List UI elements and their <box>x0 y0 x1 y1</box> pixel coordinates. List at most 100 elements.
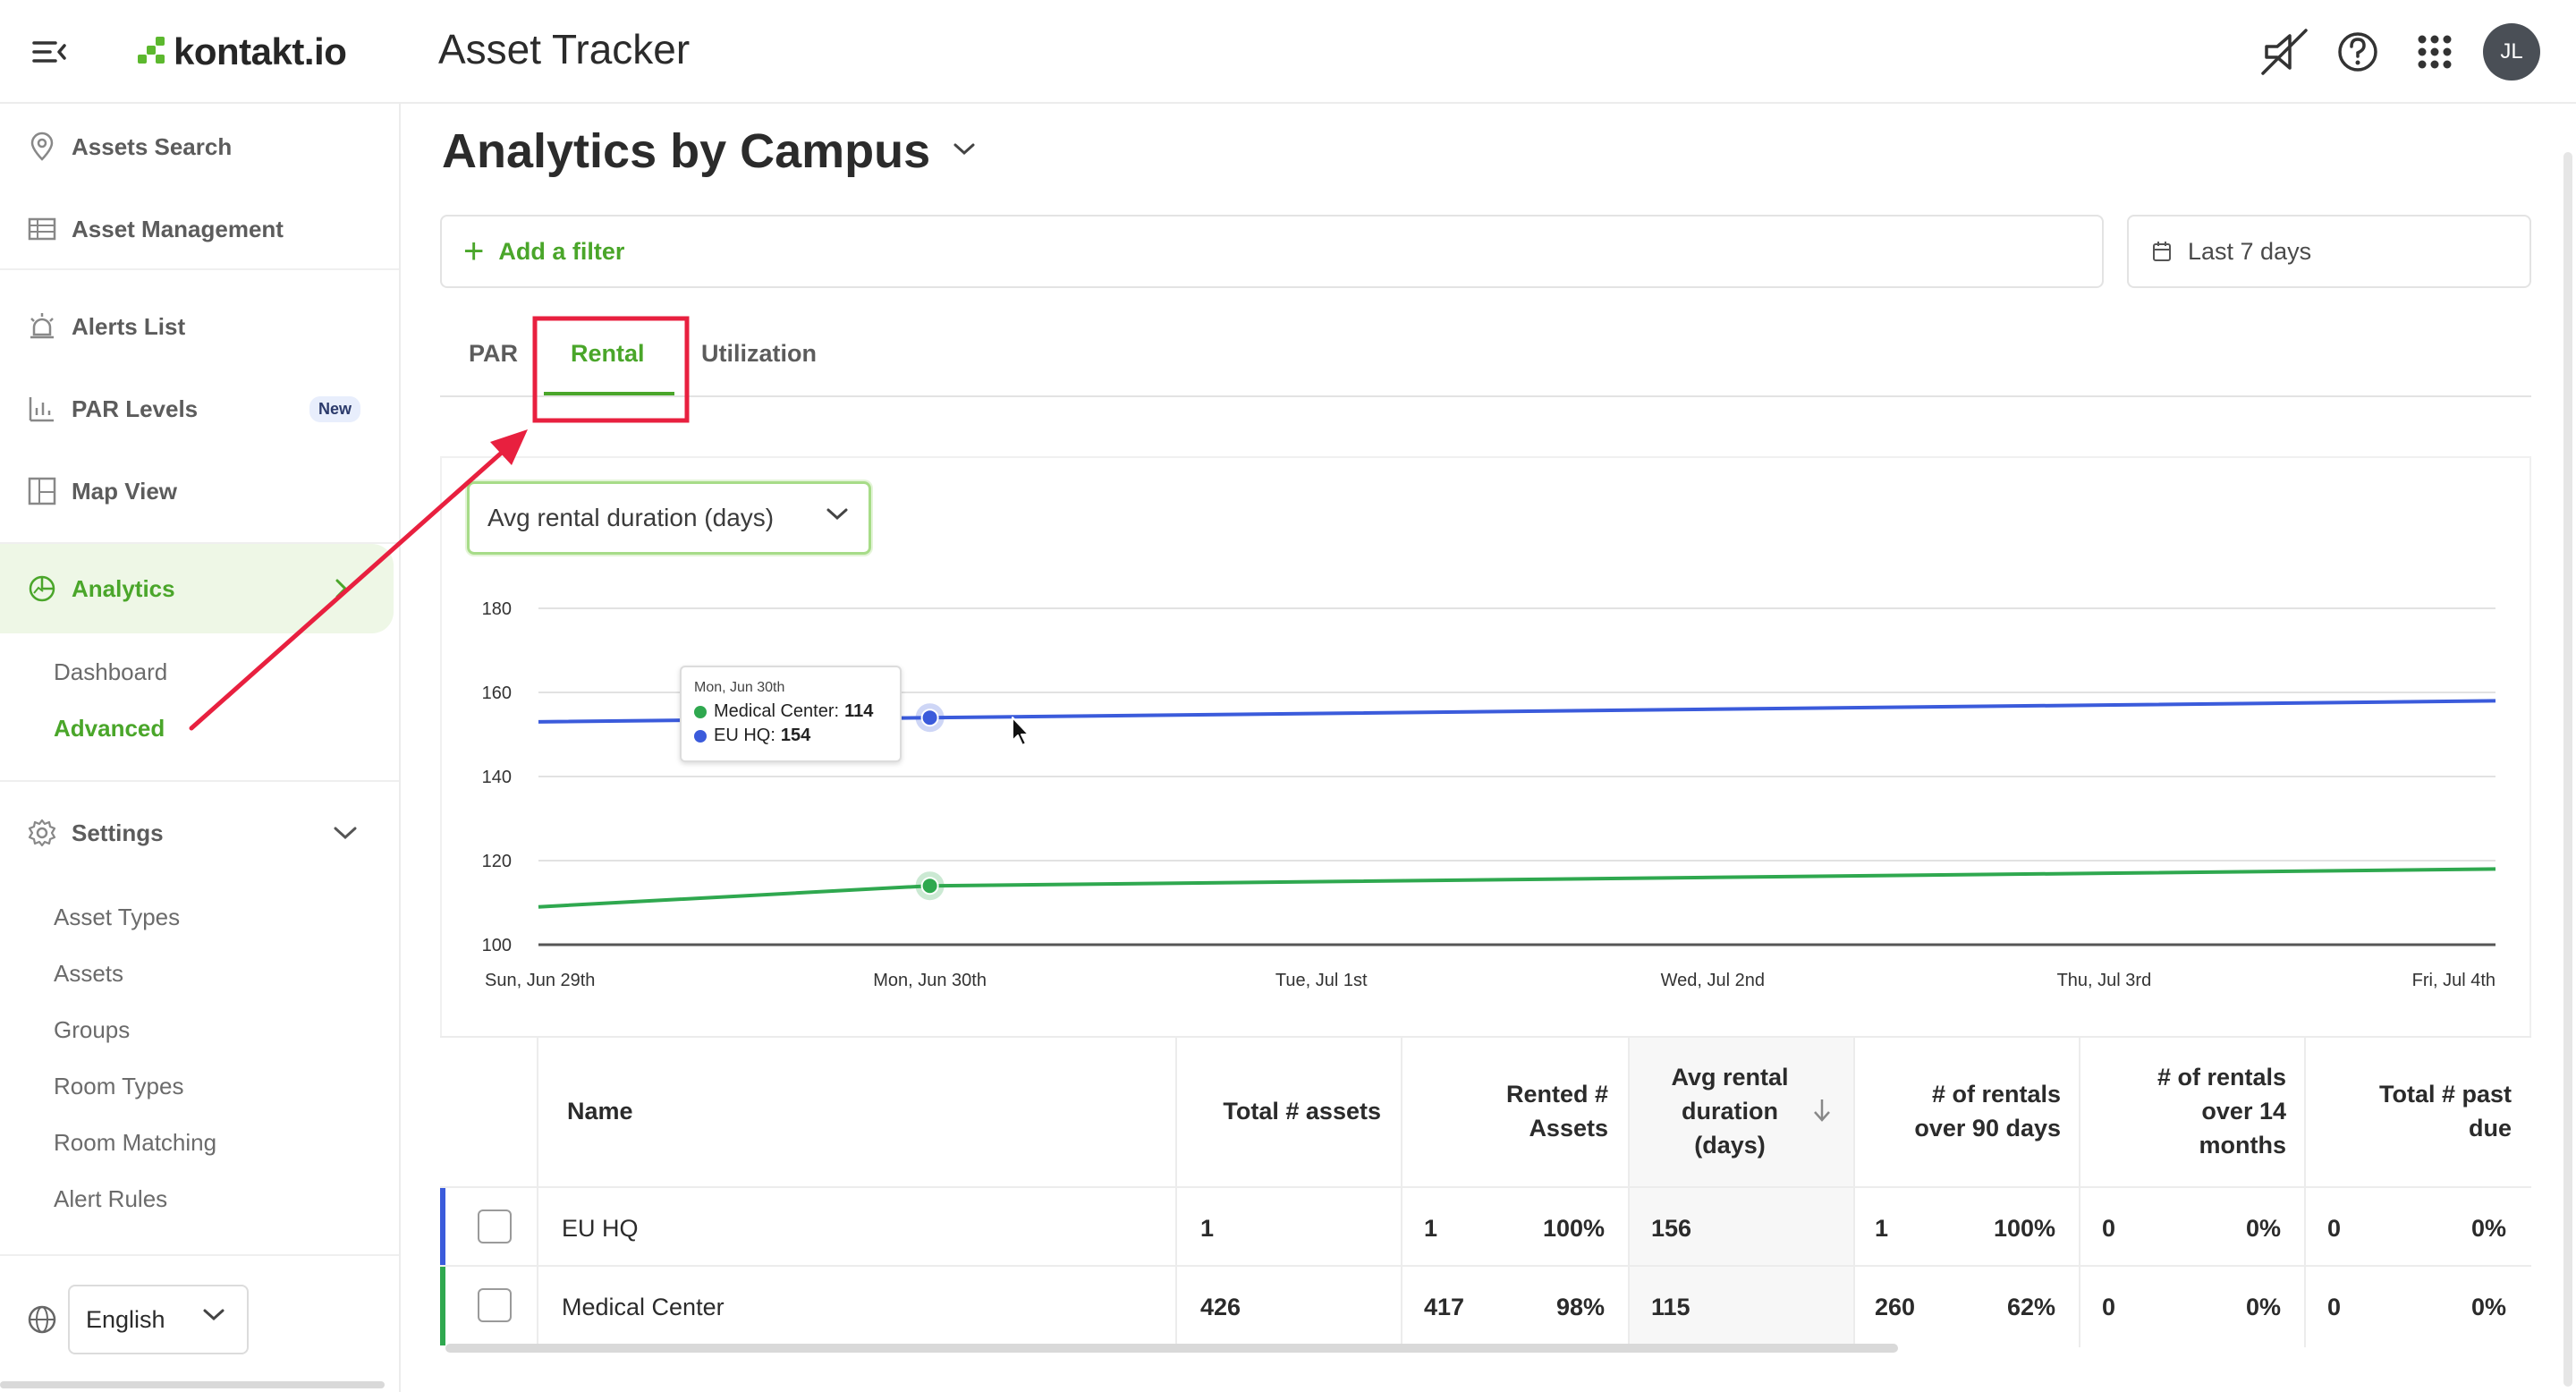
map-layout-icon <box>28 477 56 505</box>
data-table: Name Total # assets Rented # Assets Avg r… <box>440 1036 2531 1347</box>
column-divider <box>1628 1038 1630 1347</box>
add-filter-label: Add a filter <box>498 237 625 265</box>
sidebar-item-label: Analytics <box>72 574 175 602</box>
x-tick-label: Tue, Jul 1st <box>1275 971 1368 990</box>
table-horizontal-scrollbar[interactable] <box>445 1344 1898 1353</box>
sidebar-subitem-asset-types[interactable]: Asset Types <box>54 904 181 930</box>
metric-select-value: Avg rental duration (days) <box>487 504 775 531</box>
tooltip-series-value: 154 <box>780 726 811 745</box>
sidebar-item-settings[interactable]: Settings <box>0 792 394 874</box>
cell-rented: 417 <box>1424 1294 1465 1320</box>
cell-pastdue: 0 <box>2327 1294 2342 1320</box>
column-divider <box>1853 1038 1855 1347</box>
alarm-icon <box>30 313 54 339</box>
tooltip-row: EU HQ:154 <box>694 726 887 746</box>
tooltip-row: Medical Center:114 <box>694 701 887 722</box>
tab-par[interactable]: PAR <box>469 340 519 367</box>
sidebar-subitem-dashboard[interactable]: Dashboard <box>54 658 168 685</box>
cell-pastdue: 0 <box>2327 1215 2342 1242</box>
sidebar-item-asset-management[interactable]: Asset Management <box>0 188 394 270</box>
cell-over14: 0 <box>2102 1294 2116 1320</box>
sidebar-scrollbar[interactable] <box>0 1381 385 1388</box>
column-header-rentals-over-14-months[interactable]: # of rentals over 14 months <box>2157 1064 2286 1159</box>
cell-rented-pct: 98% <box>1555 1294 1605 1320</box>
help-icon[interactable] <box>2329 23 2386 81</box>
data-point <box>920 709 939 727</box>
cell-over90-pct: 100% <box>1993 1215 2055 1242</box>
row-checkbox[interactable] <box>478 1210 512 1243</box>
column-header-avg-rental-duration[interactable]: Avg rental duration (days) <box>1628 1038 1853 1186</box>
column-divider <box>2304 1038 2306 1347</box>
table-row[interactable]: Medical Center 426 417 98% 115 260 62% 0… <box>440 1265 2531 1345</box>
menu-collapse-icon[interactable] <box>32 36 68 68</box>
y-tick-label: 120 <box>482 852 512 871</box>
tooltip-series-name: EU HQ <box>714 726 771 745</box>
cell-avg: 115 <box>1651 1294 1690 1320</box>
sidebar-item-map-view[interactable]: Map View <box>0 450 394 532</box>
row-checkbox[interactable] <box>478 1288 512 1322</box>
chart-tooltip: Mon, Jun 30th Medical Center:114 EU HQ:1… <box>680 666 902 762</box>
sidebar-item-alerts-list[interactable]: Alerts List <box>0 285 394 368</box>
cell-rented: 1 <box>1424 1215 1438 1242</box>
cell-over14-pct: 0% <box>2245 1294 2281 1320</box>
avatar[interactable]: JL <box>2483 23 2540 81</box>
cell-pastdue-pct: 0% <box>2470 1294 2506 1320</box>
tooltip-date: Mon, Jun 30th <box>694 680 785 695</box>
line-chart[interactable]: 100 120 140 160 180 Sun, Jun 29th Mon, Jun 30t… <box>440 573 2531 1002</box>
add-filter-button[interactable]: + Add a filter <box>440 215 2104 288</box>
column-header-total-assets[interactable]: Total # assets <box>1223 1098 1381 1125</box>
sidebar-subitem-advanced[interactable]: Advanced <box>54 715 165 742</box>
cell-over90-pct: 62% <box>2006 1294 2055 1320</box>
notifications-off-icon[interactable] <box>2256 23 2313 81</box>
cell-over14-pct: 0% <box>2245 1215 2281 1242</box>
chevron-down-icon <box>334 827 357 840</box>
logo[interactable]: kontakt.io <box>134 27 347 77</box>
globe-icon <box>27 1304 57 1339</box>
legend-dot <box>694 705 707 718</box>
sidebar-subitem-assets[interactable]: Assets <box>54 960 124 987</box>
sidebar-item-label: Map View <box>72 477 178 505</box>
column-header-name[interactable]: Name <box>567 1098 633 1125</box>
page-vertical-scrollbar[interactable] <box>2563 152 2572 1387</box>
sidebar-item-label: Asset Management <box>72 215 284 242</box>
date-range-picker[interactable]: Last 7 days <box>2127 215 2531 288</box>
app-grid-icon[interactable] <box>2406 23 2463 81</box>
cell-pastdue-pct: 0% <box>2470 1215 2506 1242</box>
x-tick-label: Thu, Jul 3rd <box>2057 971 2152 990</box>
column-divider <box>2079 1038 2080 1347</box>
bar-chart-icon <box>29 397 54 422</box>
sidebar-subitem-room-matching[interactable]: Room Matching <box>54 1129 217 1156</box>
x-tick-label: Mon, Jun 30th <box>873 971 987 990</box>
tab-rental[interactable]: Rental <box>571 340 645 367</box>
tooltip-series-name: Medical Center <box>714 701 835 721</box>
cell-over90: 1 <box>1875 1215 1889 1242</box>
tooltip-series-value: 114 <box>844 701 874 721</box>
sidebar-item-label: PAR Levels <box>72 395 199 422</box>
top-header: kontakt.io Asset Tracker JL <box>0 0 2576 104</box>
tab-utilization[interactable]: Utilization <box>701 340 817 367</box>
metric-select[interactable]: Avg rental duration (days) <box>467 481 871 555</box>
chart-card <box>440 456 2531 1038</box>
cell-name: EU HQ <box>562 1215 639 1242</box>
sort-arrow-down-icon[interactable] <box>1812 1097 1832 1124</box>
sidebar-item-analytics[interactable]: Analytics <box>0 544 394 633</box>
logo-mark-icon <box>134 35 168 69</box>
cell-over90: 260 <box>1875 1294 1916 1320</box>
sidebar-subitem-room-types[interactable]: Room Types <box>54 1073 184 1099</box>
column-header-rentals-over-90-days[interactable]: # of rentals over 90 days <box>1914 1081 2061 1142</box>
divider <box>0 268 399 270</box>
table-row[interactable]: EU HQ 1 1 100% 156 1 100% 0 0% 0 0% <box>440 1186 2531 1267</box>
sidebar-item-assets-search[interactable]: Assets Search <box>0 106 394 188</box>
column-divider <box>1175 1038 1177 1347</box>
series-line <box>538 867 2496 909</box>
sidebar-subitem-groups[interactable]: Groups <box>54 1016 131 1043</box>
column-header-rented-assets[interactable]: Rented # Assets <box>1505 1081 1608 1142</box>
column-header-total-past-due[interactable]: Total # past due <box>2378 1081 2512 1142</box>
title-chevron-down-icon[interactable] <box>952 141 977 157</box>
sidebar-item-par-levels[interactable]: PAR Levels New <box>0 368 394 450</box>
y-tick-label: 180 <box>482 599 512 619</box>
date-range-value: Last 7 days <box>2188 237 2312 265</box>
sidebar-subitem-alert-rules[interactable]: Alert Rules <box>54 1185 168 1212</box>
app-title: Asset Tracker <box>438 26 691 72</box>
language-select[interactable]: English <box>68 1285 249 1354</box>
